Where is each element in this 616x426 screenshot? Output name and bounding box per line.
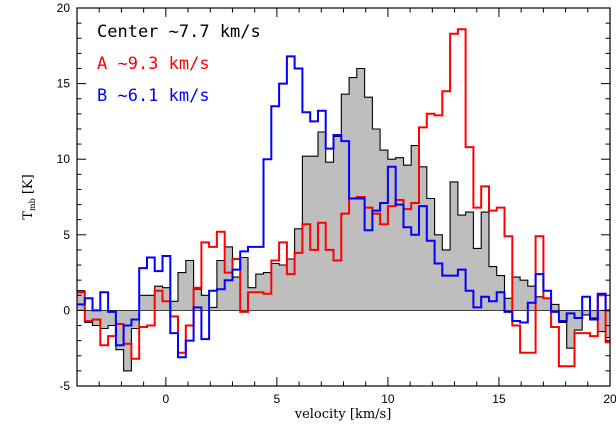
series-fill-center-7-7-km-s xyxy=(77,68,610,371)
y-tick-label: 5 xyxy=(63,228,70,242)
axis-ticks-layer: 0 5 10 15 20 -5 0 5 10 15 20 xyxy=(57,1,616,406)
y-tick-label: 15 xyxy=(57,77,71,91)
x-tick-label: 5 xyxy=(274,392,281,406)
x-tick-label: 0 xyxy=(162,392,169,406)
series-line-b-6-1-km-s xyxy=(77,55,610,359)
y-axis-label: Tmb [K] xyxy=(21,174,37,219)
x-tick-label: 15 xyxy=(492,392,506,406)
x-tick-label: 20 xyxy=(603,392,616,406)
center-filled-area-layer xyxy=(77,68,610,371)
legend-entry-b-6-1-km-s: B ~6.1 km/s xyxy=(97,86,210,106)
x-tick-label: 10 xyxy=(381,392,395,406)
legend-entry-center-7-7-km-s: Center ~7.7 km/s xyxy=(97,22,261,42)
series-lines-layer xyxy=(77,28,610,372)
y-tick-label: 20 xyxy=(57,1,71,15)
y-tick-label: 10 xyxy=(57,152,71,166)
x-axis-label: velocity [km/s] xyxy=(294,407,392,422)
series-line-center-7-7-km-s xyxy=(77,67,610,372)
legend-entry-a-9-3-km-s: A ~9.3 km/s xyxy=(97,54,210,74)
y-tick-label: -5 xyxy=(59,379,70,393)
legend: Center ~7.7 km/s A ~9.3 km/s B ~6.1 km/s xyxy=(97,22,261,106)
y-tick-label: 0 xyxy=(63,303,70,317)
